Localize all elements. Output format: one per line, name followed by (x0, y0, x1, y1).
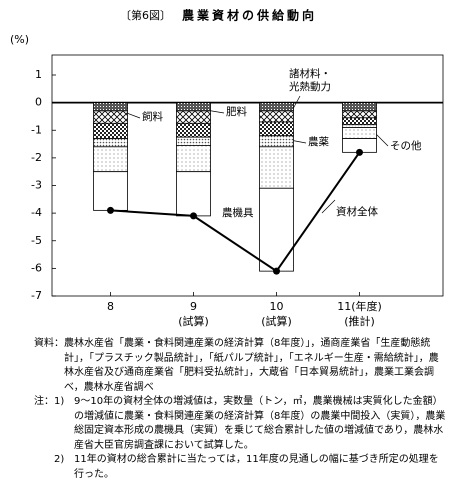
x-tick-sublabel: (試算) (261, 314, 292, 328)
note-text: 9～10年の資材全体の増減値は，実数量（トン，㎥，農業機械は実質化した金額）の増… (74, 396, 446, 451)
bar-segment (342, 127, 377, 139)
source-text: 農林水産省「農業・食料関連産業の経済計算（8年度）」，通商産業省「生産動態統計」… (64, 338, 439, 393)
figure-label: 〔第6図〕 (120, 8, 171, 22)
x-tick-sublabel: (推計) (344, 314, 375, 328)
bar-segment (259, 187, 294, 272)
note-label: 注： (34, 396, 54, 407)
total-point (190, 212, 197, 220)
bar-segment (93, 102, 128, 112)
line-label: 資材全体 (336, 206, 378, 218)
bar-segment (176, 122, 211, 138)
bar-segment (259, 146, 294, 189)
bar-segment (176, 110, 211, 124)
chart-title: 農業資材の供給動向 (182, 8, 317, 23)
total-point (356, 148, 363, 156)
total-point (273, 267, 280, 275)
series-label: 肥料 (226, 106, 247, 118)
note-number: 2) (54, 454, 65, 465)
bar-segment (342, 117, 377, 126)
y-tick-label: 1 (35, 68, 42, 81)
x-tick-label: 8 (107, 300, 114, 313)
source-label: 資料： (34, 338, 64, 349)
note-number: 1) (54, 396, 65, 407)
y-tick-label: -3 (31, 179, 42, 192)
bar-segment (93, 171, 128, 211)
bar-segment (176, 102, 211, 112)
chart: 〔第6図〕 農業資材の供給動向 (%) 10-1-2-3-4-5-6-78 9(試… (10, 8, 444, 328)
x-tick-label: 9 (190, 300, 197, 313)
bar-segment (93, 122, 128, 139)
note-text: 11年の資材の総合累計に当たっては，11年度の見通しの幅に基づき所定の処理を行っ… (74, 454, 439, 480)
y-tick-label: 0 (35, 96, 42, 109)
bar-segment (93, 138, 128, 148)
bar-segment (259, 102, 294, 112)
series-label: 飼料 (142, 111, 163, 123)
series-label: 農機具 (222, 207, 254, 219)
bar-segment (93, 110, 128, 124)
y-tick-label: -2 (31, 151, 42, 164)
notes: 資料： 農林水産省「農業・食料関連産業の経済計算（8年度）」，通商産業省「生産動態… (34, 337, 446, 482)
y-tick-label: -5 (31, 234, 42, 247)
total-point (107, 206, 114, 214)
x-tick-sublabel: (試算) (178, 314, 209, 328)
bar-segment (176, 145, 211, 173)
bar-segment (342, 124, 377, 128)
series-label: その他 (390, 140, 422, 152)
bar-segment (176, 136, 211, 146)
y-axis-label: (%) (10, 33, 29, 46)
series-label: 農薬 (308, 136, 329, 148)
x-tick-label: 11(年度) (337, 299, 382, 313)
y-tick-label: -7 (31, 289, 42, 302)
y-tick-label: -4 (31, 206, 42, 219)
bar-segment (259, 135, 294, 148)
bar-segment (342, 102, 377, 112)
bar-segment (176, 171, 211, 217)
x-tick-label: 10 (270, 300, 284, 313)
total-line (110, 151, 361, 273)
bar-segment (259, 110, 294, 123)
plot-frame (51, 54, 444, 297)
series-label: 諸材料・光熱動力 (289, 68, 331, 93)
bar-segment (342, 110, 377, 119)
bar-segment (93, 146, 128, 173)
bar-segment (259, 121, 294, 137)
y-tick-label: -1 (31, 123, 42, 136)
y-tick-label: -6 (31, 261, 42, 274)
